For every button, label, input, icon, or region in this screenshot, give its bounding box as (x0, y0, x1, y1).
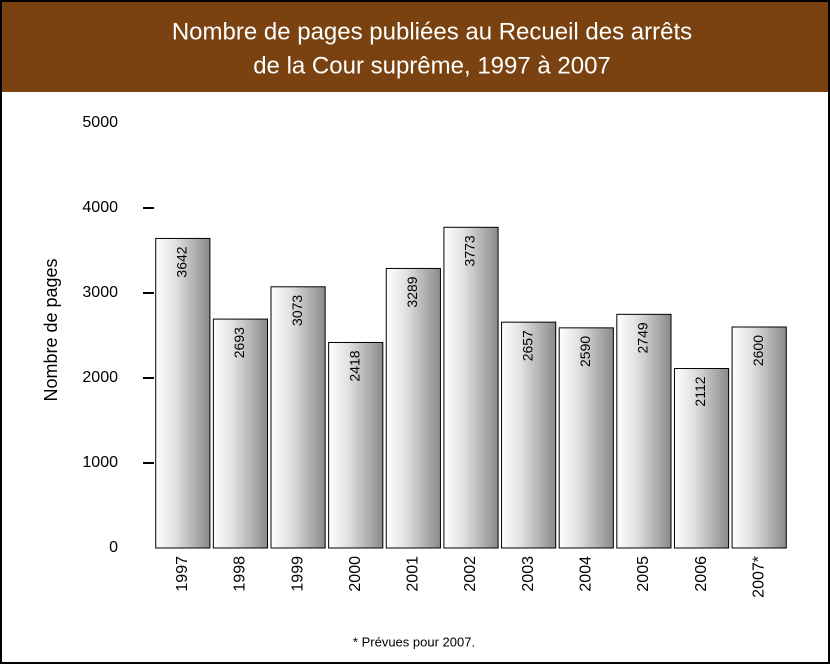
chart-title: de la Cour suprême, 1997 à 2007 (253, 52, 611, 79)
bar (270, 286, 326, 549)
value-label: 3073 (289, 295, 305, 326)
y-tick-label: 5000 (82, 114, 118, 131)
value-label: 2418 (346, 350, 362, 381)
bar (616, 313, 672, 549)
x-tick-label: 2005 (635, 556, 652, 592)
x-tick-label: 1997 (174, 556, 191, 592)
bar (155, 237, 211, 549)
value-label: 3289 (404, 276, 420, 307)
value-label: 3773 (462, 235, 478, 266)
bar (443, 226, 499, 549)
x-tick-label: 2006 (693, 556, 710, 592)
bar (385, 267, 441, 549)
value-label: 2693 (231, 327, 247, 358)
value-label: 2590 (577, 336, 593, 367)
x-tick-label: 2000 (347, 556, 364, 592)
x-tick-label: 2007* (750, 556, 767, 598)
y-tick-label: 4000 (82, 199, 118, 216)
footnote: * Prévues pour 2007. (353, 634, 475, 649)
bar (558, 327, 614, 549)
y-axis-label: Nombre de pages (41, 258, 61, 401)
bar (328, 341, 384, 549)
bar (212, 318, 269, 549)
x-tick-label: 1999 (289, 556, 306, 592)
x-tick-label: 2001 (405, 556, 422, 592)
y-tick-label: 2000 (82, 369, 118, 386)
y-tick-label: 1000 (82, 454, 118, 471)
y-tick-label: 3000 (82, 284, 118, 301)
value-label: 3642 (174, 246, 190, 277)
bar (673, 367, 730, 549)
value-label: 2600 (750, 335, 766, 366)
value-label: 2657 (519, 330, 535, 361)
value-label: 2749 (635, 322, 651, 353)
bar (731, 326, 787, 549)
x-tick-label: 2004 (577, 556, 594, 592)
value-label: 2112 (692, 376, 708, 406)
x-tick-label: 1998 (232, 556, 249, 592)
chart-title: Nombre de pages publiées au Recueil des … (172, 18, 692, 45)
y-tick-label: 0 (109, 539, 118, 556)
x-tick-label: 2003 (520, 556, 537, 592)
x-tick-label: 2002 (462, 556, 479, 592)
header (2, 2, 828, 92)
bar (501, 321, 557, 549)
